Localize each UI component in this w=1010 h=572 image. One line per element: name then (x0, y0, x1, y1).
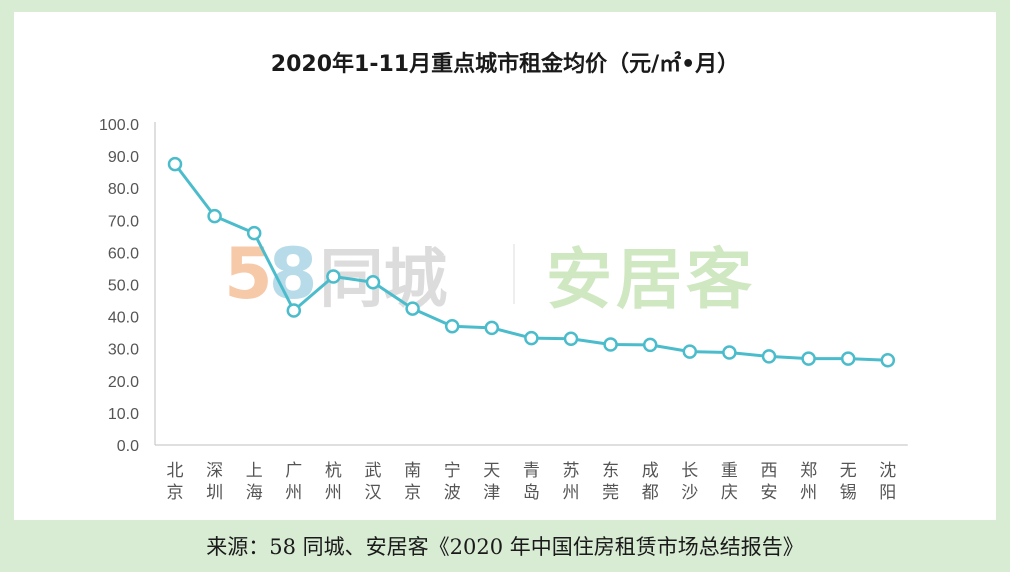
data-point (365, 275, 381, 290)
data-point (761, 349, 777, 364)
chart-panel: 2020年1-11月重点城市租金均价（元/㎡•月） 5 8 同城 安居客 0.0… (14, 12, 996, 520)
data-point (682, 344, 698, 359)
data-point (524, 330, 539, 346)
x-tick-label: 沈阳 (879, 461, 896, 503)
x-tick-label: 青岛 (523, 461, 540, 503)
y-tick-label: 40.0 (108, 310, 139, 327)
chart-title: 2020年1-11月重点城市租金均价（元/㎡•月） (270, 52, 740, 77)
data-point (405, 301, 420, 316)
data-point (484, 320, 500, 336)
data-point (603, 337, 618, 352)
data-point (326, 269, 341, 284)
watermark-anjuke-text: 安居客 (546, 241, 756, 318)
x-tick-label: 广州 (285, 461, 302, 503)
data-point (801, 351, 816, 366)
y-tick-label: 10.0 (108, 406, 139, 423)
data-point (642, 337, 658, 353)
x-tick-label: 西安 (761, 461, 778, 503)
y-tick-label: 30.0 (108, 342, 139, 359)
anjuke-watermark: 安居客 (546, 234, 756, 318)
x-tick-label: 天津 (483, 461, 500, 503)
data-point (167, 156, 183, 172)
data-point (207, 208, 222, 224)
y-tick-label: 90.0 (108, 149, 139, 166)
x-tick-label: 宁波 (444, 461, 461, 503)
data-point (444, 318, 460, 334)
x-tick-label: 郑州 (800, 461, 817, 503)
x-tick-label: 北京 (167, 461, 184, 503)
data-point (880, 353, 896, 368)
58-tongcheng-watermark: 5 8 同城 (224, 233, 447, 317)
x-tick-label: 长沙 (681, 461, 698, 503)
y-tick-label: 60.0 (108, 245, 139, 262)
data-point (286, 303, 302, 318)
watermark-digit-8: 8 (268, 233, 318, 315)
x-tick-label: 上海 (246, 461, 263, 503)
x-tick-label: 苏州 (563, 461, 580, 503)
y-tick-label: 80.0 (108, 181, 139, 198)
watermark-digit-5: 5 (224, 233, 273, 315)
x-tick-label: 杭州 (325, 461, 342, 503)
y-tick-label: 100.0 (99, 117, 139, 134)
x-tick-label: 重庆 (721, 461, 738, 503)
x-tick-label: 无锡 (840, 461, 857, 503)
series-line (173, 163, 888, 362)
data-point (563, 331, 579, 346)
watermark-tongcheng-text: 同城 (319, 243, 448, 317)
watermark-divider (513, 244, 515, 304)
x-tick-label: 成都 (642, 461, 659, 503)
x-tick-label: 深圳 (206, 461, 223, 503)
data-point (246, 225, 262, 241)
data-point (840, 351, 856, 366)
source-footnote: 来源：58 同城、安居客《2020 年中国住房租赁市场总结报告》 (206, 535, 804, 559)
x-tick-label: 南京 (404, 461, 421, 503)
line-chart: 0.0 10.0 20.0 30.0 40.0 50.0 60.0 70.0 80.0 90.0 1… (99, 117, 908, 503)
y-tick-label: 50.0 (108, 278, 139, 295)
x-tick-label: 武汉 (365, 461, 382, 503)
data-point (722, 345, 737, 360)
y-tick-label: 20.0 (108, 374, 139, 391)
y-tick-label: 70.0 (108, 213, 139, 230)
x-tick-label: 东莞 (602, 461, 619, 503)
y-tick-label: 0.0 (117, 438, 139, 455)
